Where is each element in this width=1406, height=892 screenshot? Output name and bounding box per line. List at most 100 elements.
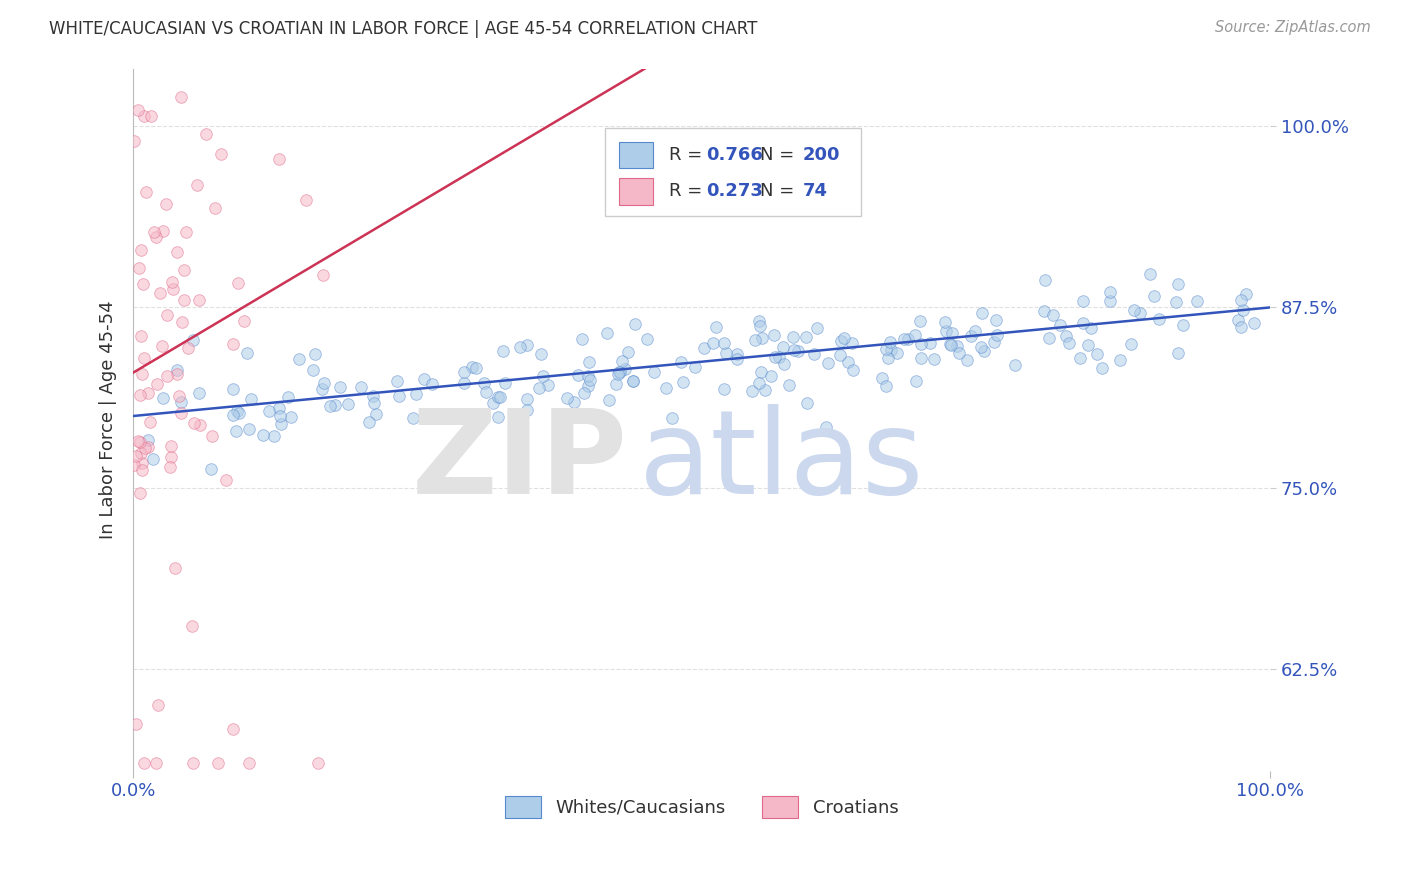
Point (1038, 331, 1060, 345)
Point (159, 460, 181, 475)
Point (624, 317, 647, 331)
Point (160, 439, 183, 453)
Point (472, 376, 495, 390)
Point (325, 398, 347, 412)
Point (972, 306, 994, 320)
Point (1185, 293, 1208, 308)
Point (472, 408, 495, 422)
Point (269, 152, 291, 166)
Point (1142, 289, 1164, 303)
Point (201, 429, 224, 443)
Point (876, 351, 898, 366)
Point (124, 458, 146, 472)
Point (713, 336, 735, 351)
Point (516, 402, 538, 417)
Point (702, 335, 724, 350)
Point (132, 109, 155, 123)
Point (1229, 320, 1251, 334)
Point (782, 330, 804, 344)
Point (725, 347, 748, 361)
Point (492, 343, 515, 358)
Point (270, 417, 292, 431)
Point (207, 756, 229, 771)
Point (751, 331, 773, 345)
Text: 0.273: 0.273 (706, 182, 763, 201)
Point (186, 178, 208, 193)
Point (623, 374, 645, 388)
Point (1098, 285, 1121, 299)
Point (606, 368, 628, 382)
Point (786, 343, 808, 358)
Point (176, 225, 198, 239)
Point (314, 376, 336, 391)
Point (984, 312, 1007, 326)
Point (166, 363, 188, 377)
Point (461, 359, 484, 374)
Point (768, 351, 790, 365)
Point (188, 417, 211, 432)
Point (350, 380, 373, 394)
Point (128, 388, 150, 402)
Point (830, 334, 852, 348)
Point (228, 406, 250, 420)
Point (748, 314, 770, 328)
Point (269, 409, 291, 423)
Point (572, 385, 595, 400)
Point (1129, 306, 1152, 320)
Point (897, 332, 920, 346)
Point (886, 346, 908, 360)
Point (669, 354, 692, 368)
Point (806, 321, 828, 335)
Point (1243, 316, 1265, 330)
Point (946, 339, 969, 353)
Point (302, 363, 325, 377)
Point (837, 355, 859, 369)
Point (935, 324, 957, 338)
Point (204, 201, 226, 215)
Point (145, 756, 167, 771)
Point (655, 381, 678, 395)
Point (155, 197, 177, 211)
Point (127, 103, 149, 117)
Point (136, 385, 159, 400)
Point (181, 756, 204, 771)
Point (170, 314, 193, 328)
Point (875, 342, 897, 356)
Point (295, 193, 318, 207)
Point (1226, 313, 1249, 327)
Point (1109, 352, 1132, 367)
Point (136, 441, 159, 455)
Point (973, 343, 995, 358)
Point (132, 756, 155, 771)
Point (145, 377, 167, 392)
Point (875, 378, 897, 392)
Point (152, 224, 174, 238)
Point (610, 354, 633, 368)
Point (173, 293, 195, 307)
Point (252, 428, 274, 442)
Point (489, 390, 512, 404)
Point (983, 335, 1005, 350)
Point (516, 392, 538, 406)
Point (772, 340, 794, 354)
Point (537, 377, 560, 392)
Point (778, 377, 800, 392)
FancyBboxPatch shape (605, 128, 860, 216)
Point (879, 335, 901, 350)
Point (842, 363, 865, 377)
Point (233, 314, 256, 328)
Point (748, 376, 770, 390)
Point (1069, 351, 1091, 365)
Point (453, 376, 475, 390)
Point (683, 360, 706, 375)
Point (510, 411, 533, 425)
Point (238, 756, 260, 771)
Point (170, 406, 193, 420)
Point (613, 362, 636, 376)
Point (986, 328, 1008, 343)
Point (661, 411, 683, 425)
Text: Source: ZipAtlas.com: Source: ZipAtlas.com (1215, 20, 1371, 35)
Point (257, 404, 280, 418)
Point (941, 326, 963, 340)
Point (693, 341, 716, 355)
